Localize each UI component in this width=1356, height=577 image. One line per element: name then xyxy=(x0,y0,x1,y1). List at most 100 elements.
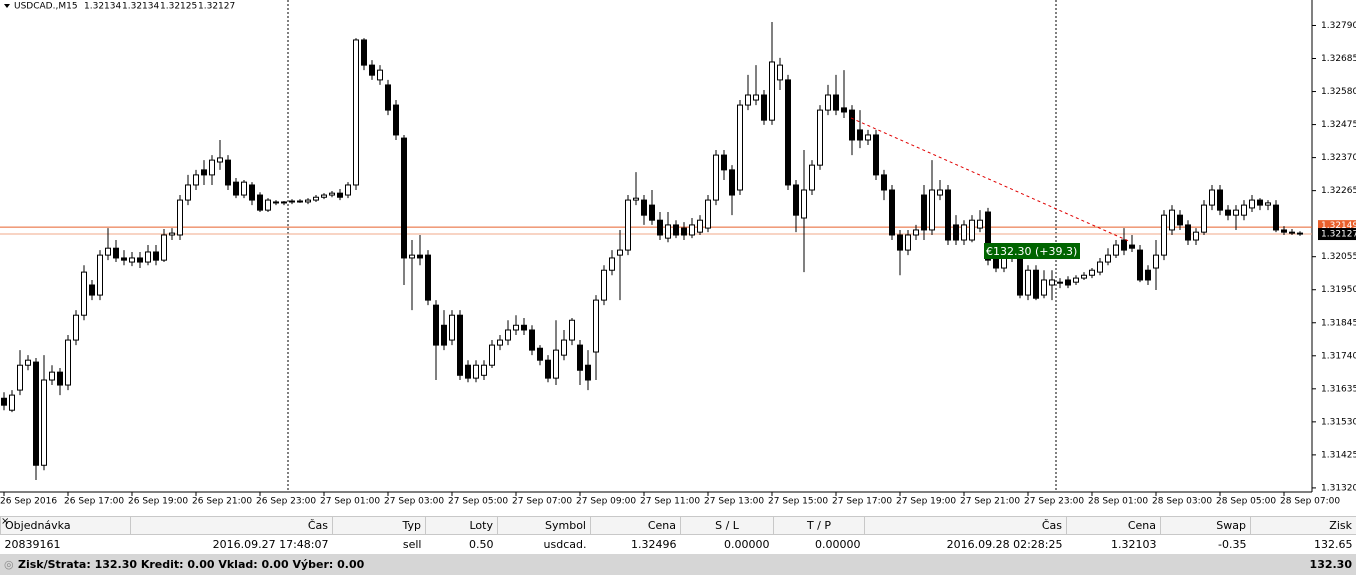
candle-body xyxy=(1041,279,1047,296)
candle-body xyxy=(1209,189,1215,206)
candle-body xyxy=(9,394,15,411)
candle-body xyxy=(1241,204,1247,216)
candle-body xyxy=(641,199,647,216)
ask-label: 1.32149 xyxy=(1321,221,1356,231)
candle-body xyxy=(585,364,591,381)
column-header[interactable]: Loty xyxy=(425,516,498,535)
cell: 1.32496 xyxy=(631,537,677,551)
candle-body xyxy=(809,164,815,191)
candle-body xyxy=(937,189,943,196)
candle-body xyxy=(273,201,279,204)
x-tick-label: 26 Sep 23:00 xyxy=(256,497,316,507)
column-header[interactable]: Čas xyxy=(130,516,333,535)
column-header[interactable]: Swap xyxy=(1160,516,1251,535)
candle-body xyxy=(913,229,919,236)
candle-body xyxy=(1121,239,1127,251)
cell: 132.65 xyxy=(1314,537,1353,551)
candle-body xyxy=(561,339,567,356)
candle-body xyxy=(873,134,879,176)
column-header[interactable]: Cena xyxy=(590,516,681,535)
candle-body xyxy=(1057,281,1063,284)
candle-body xyxy=(649,204,655,221)
candle-body xyxy=(769,61,775,121)
candle-body xyxy=(1257,199,1263,206)
candle-body xyxy=(1049,279,1055,286)
candle-body xyxy=(281,201,287,204)
candle-body xyxy=(153,251,159,261)
candle-body xyxy=(617,249,623,256)
column-header[interactable]: S / L xyxy=(680,516,774,535)
column-header[interactable]: Zisk xyxy=(1250,516,1356,535)
candle-body xyxy=(601,269,607,301)
candle-body xyxy=(1073,277,1079,283)
candle-body xyxy=(665,224,671,239)
y-tick-label: 1.31320 xyxy=(1321,483,1356,493)
candle-body xyxy=(257,194,263,211)
y-tick-label: 1.31740 xyxy=(1321,351,1356,361)
candle-body xyxy=(81,271,87,316)
candle-body xyxy=(929,189,935,231)
candle-body xyxy=(1193,231,1199,241)
y-tick-label: 1.32370 xyxy=(1321,153,1356,163)
candle-body xyxy=(553,349,559,379)
candle-body xyxy=(377,69,383,81)
cell: -0.35 xyxy=(1218,537,1247,551)
quote-value: 1.32134 xyxy=(122,2,159,12)
candle-body xyxy=(745,94,751,106)
candle-body xyxy=(417,254,423,259)
candle-body xyxy=(209,159,215,176)
candle-body xyxy=(1153,254,1159,269)
candle-body xyxy=(73,314,79,341)
candle-body xyxy=(1137,249,1143,281)
candle-body xyxy=(297,200,303,203)
candle-body xyxy=(97,254,103,296)
x-tick-label: 27 Sep 15:00 xyxy=(768,497,828,507)
candle-body xyxy=(233,181,239,196)
candle-body xyxy=(625,199,631,251)
candle-body xyxy=(985,211,991,261)
column-header[interactable]: T / P xyxy=(773,516,865,535)
menu-arrow[interactable] xyxy=(4,4,10,8)
y-tick-label: 1.31950 xyxy=(1321,285,1356,295)
candle-body xyxy=(393,104,399,136)
cell: 20839161 xyxy=(4,537,61,551)
candle-body xyxy=(761,94,767,121)
profit-label: €132.30 (+39.3) xyxy=(986,245,1077,258)
column-header[interactable]: Symbol xyxy=(497,516,591,535)
candle-body xyxy=(705,199,711,229)
cell: 0.50 xyxy=(469,537,494,551)
column-header[interactable]: Čas xyxy=(864,516,1067,535)
x-tick-label: 27 Sep 21:00 xyxy=(960,497,1020,507)
candle-body xyxy=(969,219,975,241)
column-header[interactable]: Cena xyxy=(1066,516,1161,535)
candle-body xyxy=(961,224,967,241)
candle-body xyxy=(849,109,855,141)
bid-box xyxy=(1318,228,1356,241)
candle-body xyxy=(225,159,231,186)
y-tick-label: 1.32055 xyxy=(1321,252,1356,262)
candle-body xyxy=(265,199,271,211)
chart-title: USDCAD.,M15 xyxy=(14,2,78,12)
candle-body xyxy=(457,314,463,376)
column-header[interactable]: Typ xyxy=(332,516,426,535)
candle-body xyxy=(801,189,807,219)
candle-body xyxy=(825,94,831,111)
x-tick-label: 26 Sep 21:00 xyxy=(192,497,252,507)
cell: 0.00000 xyxy=(724,537,770,551)
candle-body xyxy=(657,219,663,236)
candle-body xyxy=(521,324,527,331)
candle-body xyxy=(857,129,863,141)
y-tick-label: 1.32475 xyxy=(1321,120,1356,130)
chart: USDCAD.,M15 1.32134 1.32134 1.32125 1.32127… xyxy=(0,0,1356,507)
candle-body xyxy=(529,329,535,351)
candle-body xyxy=(169,232,175,236)
candle-body xyxy=(137,257,143,263)
candle-body xyxy=(369,64,375,76)
quote-value: 1.32134 xyxy=(84,2,121,12)
candle-body xyxy=(489,344,495,366)
close-button[interactable]: × xyxy=(1,516,10,527)
candle-body xyxy=(1297,232,1303,235)
column-header[interactable]: Objednávka xyxy=(0,516,131,535)
